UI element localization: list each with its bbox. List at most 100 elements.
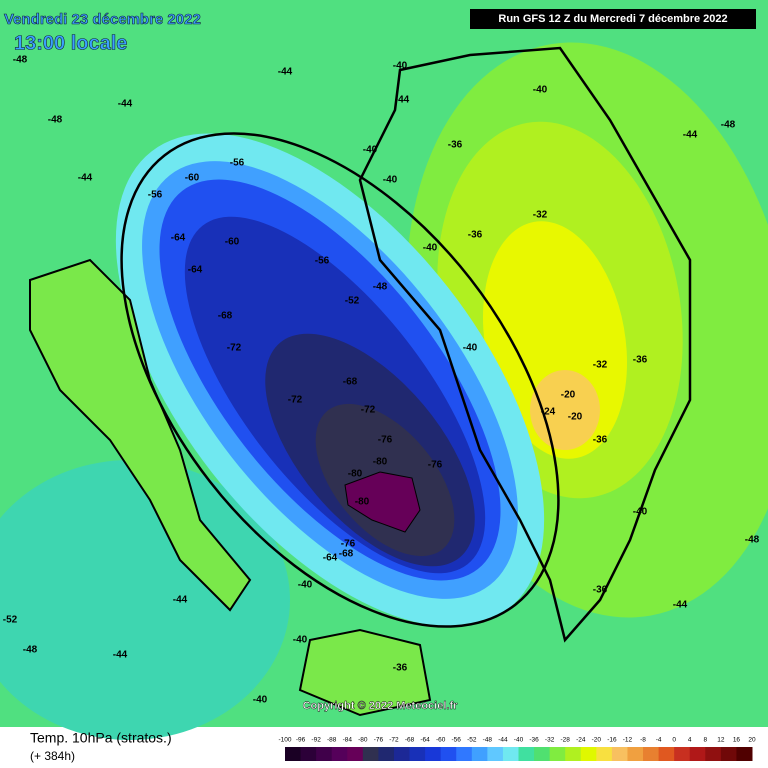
contour-label: -44: [118, 99, 133, 110]
contour-label: -48: [23, 645, 38, 656]
scale-label: -12: [623, 737, 633, 744]
contour-label: -48: [13, 55, 28, 66]
footer-title: Temp. 10hPa (stratos.): [30, 730, 172, 746]
contour-label: -40: [383, 175, 398, 186]
contour-label: -80: [373, 457, 388, 468]
scale-swatch: [736, 747, 753, 761]
scale-swatch: [378, 747, 395, 761]
scale-label: 16: [733, 737, 741, 744]
scale-label: -36: [529, 737, 539, 744]
scale-swatch: [627, 747, 644, 761]
vortex-center: [344, 471, 421, 533]
contour-label: -48: [48, 115, 63, 126]
contour-label: -20: [568, 412, 583, 423]
scale-label: -48: [483, 737, 493, 744]
scale-swatch: [502, 747, 519, 761]
scale-swatch: [705, 747, 722, 761]
scale-swatch: [534, 747, 551, 761]
scale-swatch: [487, 747, 504, 761]
contour-label: -44: [78, 173, 93, 184]
scale-label: -8: [640, 737, 646, 744]
contour-label: -36: [633, 355, 648, 366]
contour-label: -56: [230, 158, 245, 169]
contour-label: -32: [533, 210, 548, 221]
contour-label: -36: [593, 435, 608, 446]
scale-swatch: [565, 747, 582, 761]
contour-label: -40: [363, 145, 378, 156]
contour-label: -68: [339, 549, 354, 560]
contour-label: -52: [345, 296, 360, 307]
scale-label: -28: [560, 737, 570, 744]
contour-label: -76: [341, 539, 356, 550]
contour-label: -76: [378, 435, 393, 446]
contour-label: -32: [593, 360, 608, 371]
coastline: [29, 258, 252, 612]
contour-label: -36: [448, 140, 463, 151]
contour-label: -40: [393, 61, 408, 72]
lead: (+ 384h): [30, 749, 75, 763]
contour-label: -80: [348, 469, 363, 480]
scale-swatch: [440, 747, 457, 761]
contour-label: -40: [533, 85, 548, 96]
scale-label: -92: [311, 737, 321, 744]
scale-swatch: [549, 747, 566, 761]
scale-swatch: [425, 747, 442, 761]
scale-swatch: [518, 747, 535, 761]
scale-label: -68: [405, 737, 415, 744]
scale-label: 4: [688, 737, 692, 744]
scale-label: -64: [420, 737, 430, 744]
scale-label: -72: [389, 737, 399, 744]
contour-label: -36: [593, 585, 608, 596]
contour-label: -48: [721, 120, 736, 131]
contour-label: -40: [298, 580, 313, 591]
scale-swatch: [471, 747, 488, 761]
scale-label: 8: [703, 737, 707, 744]
contour-label: -36: [468, 230, 483, 241]
contour-label: -56: [148, 190, 163, 201]
contour-label: -40: [463, 343, 478, 354]
contour-line: [120, 132, 560, 628]
contour-label: -20: [561, 390, 576, 401]
scale-label: -32: [545, 737, 555, 744]
scale-label: -96: [296, 737, 306, 744]
scale-swatch: [316, 747, 333, 761]
contour-label: -76: [428, 460, 443, 471]
run-box: [470, 9, 756, 29]
scale-label: -76: [374, 737, 384, 744]
run: Run GFS 12 Z du Mercredi 7 décembre 2022: [498, 13, 727, 25]
contour-label: -40: [293, 635, 308, 646]
contour-label: -48: [745, 535, 760, 546]
scale-label: -100: [278, 737, 291, 744]
scale-swatch: [300, 747, 317, 761]
scale-swatch: [393, 747, 411, 761]
scale-swatch: [643, 747, 660, 761]
contour-label: -60: [185, 173, 200, 184]
contour-label: -52: [3, 615, 18, 626]
coastline: [358, 46, 692, 643]
contour-label: -44: [278, 67, 293, 78]
contour-label: -64: [188, 265, 203, 276]
scale-label: -60: [436, 737, 446, 744]
contour-label: -72: [288, 395, 303, 406]
contour-label: -80: [355, 497, 370, 508]
contour-label: -44: [173, 595, 188, 606]
scale-swatch: [362, 747, 379, 761]
scale-swatch: [658, 747, 675, 761]
scale-label: -24: [576, 737, 586, 744]
time: 13:00 locale: [14, 32, 127, 54]
scale-label: -20: [592, 737, 602, 744]
scale-swatch: [611, 747, 628, 761]
contour-label: -40: [423, 243, 438, 254]
contour-label: -72: [227, 343, 242, 354]
scale-swatch: [331, 747, 348, 761]
scale-label: 20: [748, 737, 756, 744]
scale-label: -84: [343, 737, 353, 744]
scale-swatch: [689, 747, 706, 761]
contour-label: -44: [113, 650, 128, 661]
scale-label: -16: [607, 737, 617, 744]
scale-label: -4: [656, 737, 662, 744]
date: Vendredi 23 décembre 2022: [4, 11, 201, 28]
cold-region: [0, 460, 290, 740]
